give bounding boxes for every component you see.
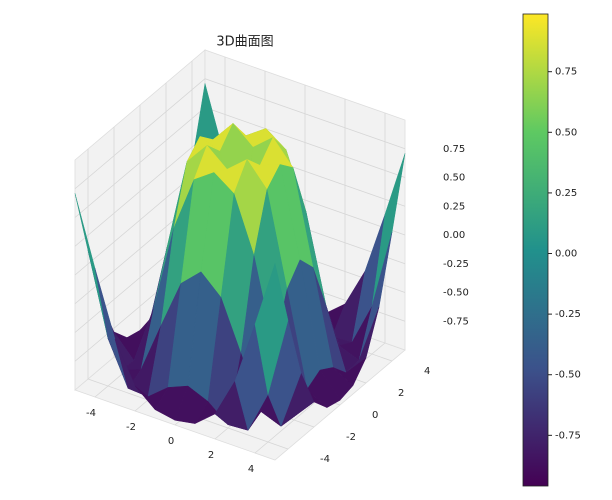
colorbar-tick-label: -0.75 (555, 430, 581, 441)
x-tick-label: -2 (126, 422, 136, 433)
colorbar-tick-label: -0.25 (555, 309, 581, 320)
colorbar-tick-label: 0.75 (555, 67, 577, 78)
colorbar-tick-label: -0.50 (555, 370, 581, 381)
grid-line (87, 149, 289, 450)
y-tick-label: -2 (346, 432, 356, 443)
y-tick-label: 4 (424, 366, 430, 377)
y-tick-label: 0 (372, 410, 378, 421)
colorbar-tick-label: 0.25 (555, 188, 577, 199)
x-tick-label: -4 (86, 408, 96, 419)
x-tick-label: 2 (208, 450, 214, 461)
y-tick-label: -4 (320, 454, 330, 465)
z-tick-label: 0.25 (443, 201, 465, 212)
z-tick-label: 0.75 (443, 144, 465, 155)
z-tick-label: -0.50 (443, 288, 469, 299)
x-tick-label: 0 (168, 436, 174, 447)
z-tick-label: 0.00 (443, 230, 465, 241)
grid-line (74, 78, 406, 190)
grid-line (254, 113, 386, 454)
y-tick-label: 2 (398, 388, 404, 399)
colorbar (522, 13, 549, 487)
x-tick-label: 4 (248, 464, 254, 475)
colorbar-tick-label: 0.00 (555, 249, 577, 260)
z-tick-label: 0.50 (443, 173, 465, 184)
z-tick-label: -0.75 (443, 316, 469, 327)
surface-patch (254, 263, 289, 395)
z-tick-label: -0.25 (443, 259, 469, 270)
colorbar-tick-label: 0.50 (555, 127, 577, 138)
chart-title: 3D曲面图 (216, 35, 273, 50)
